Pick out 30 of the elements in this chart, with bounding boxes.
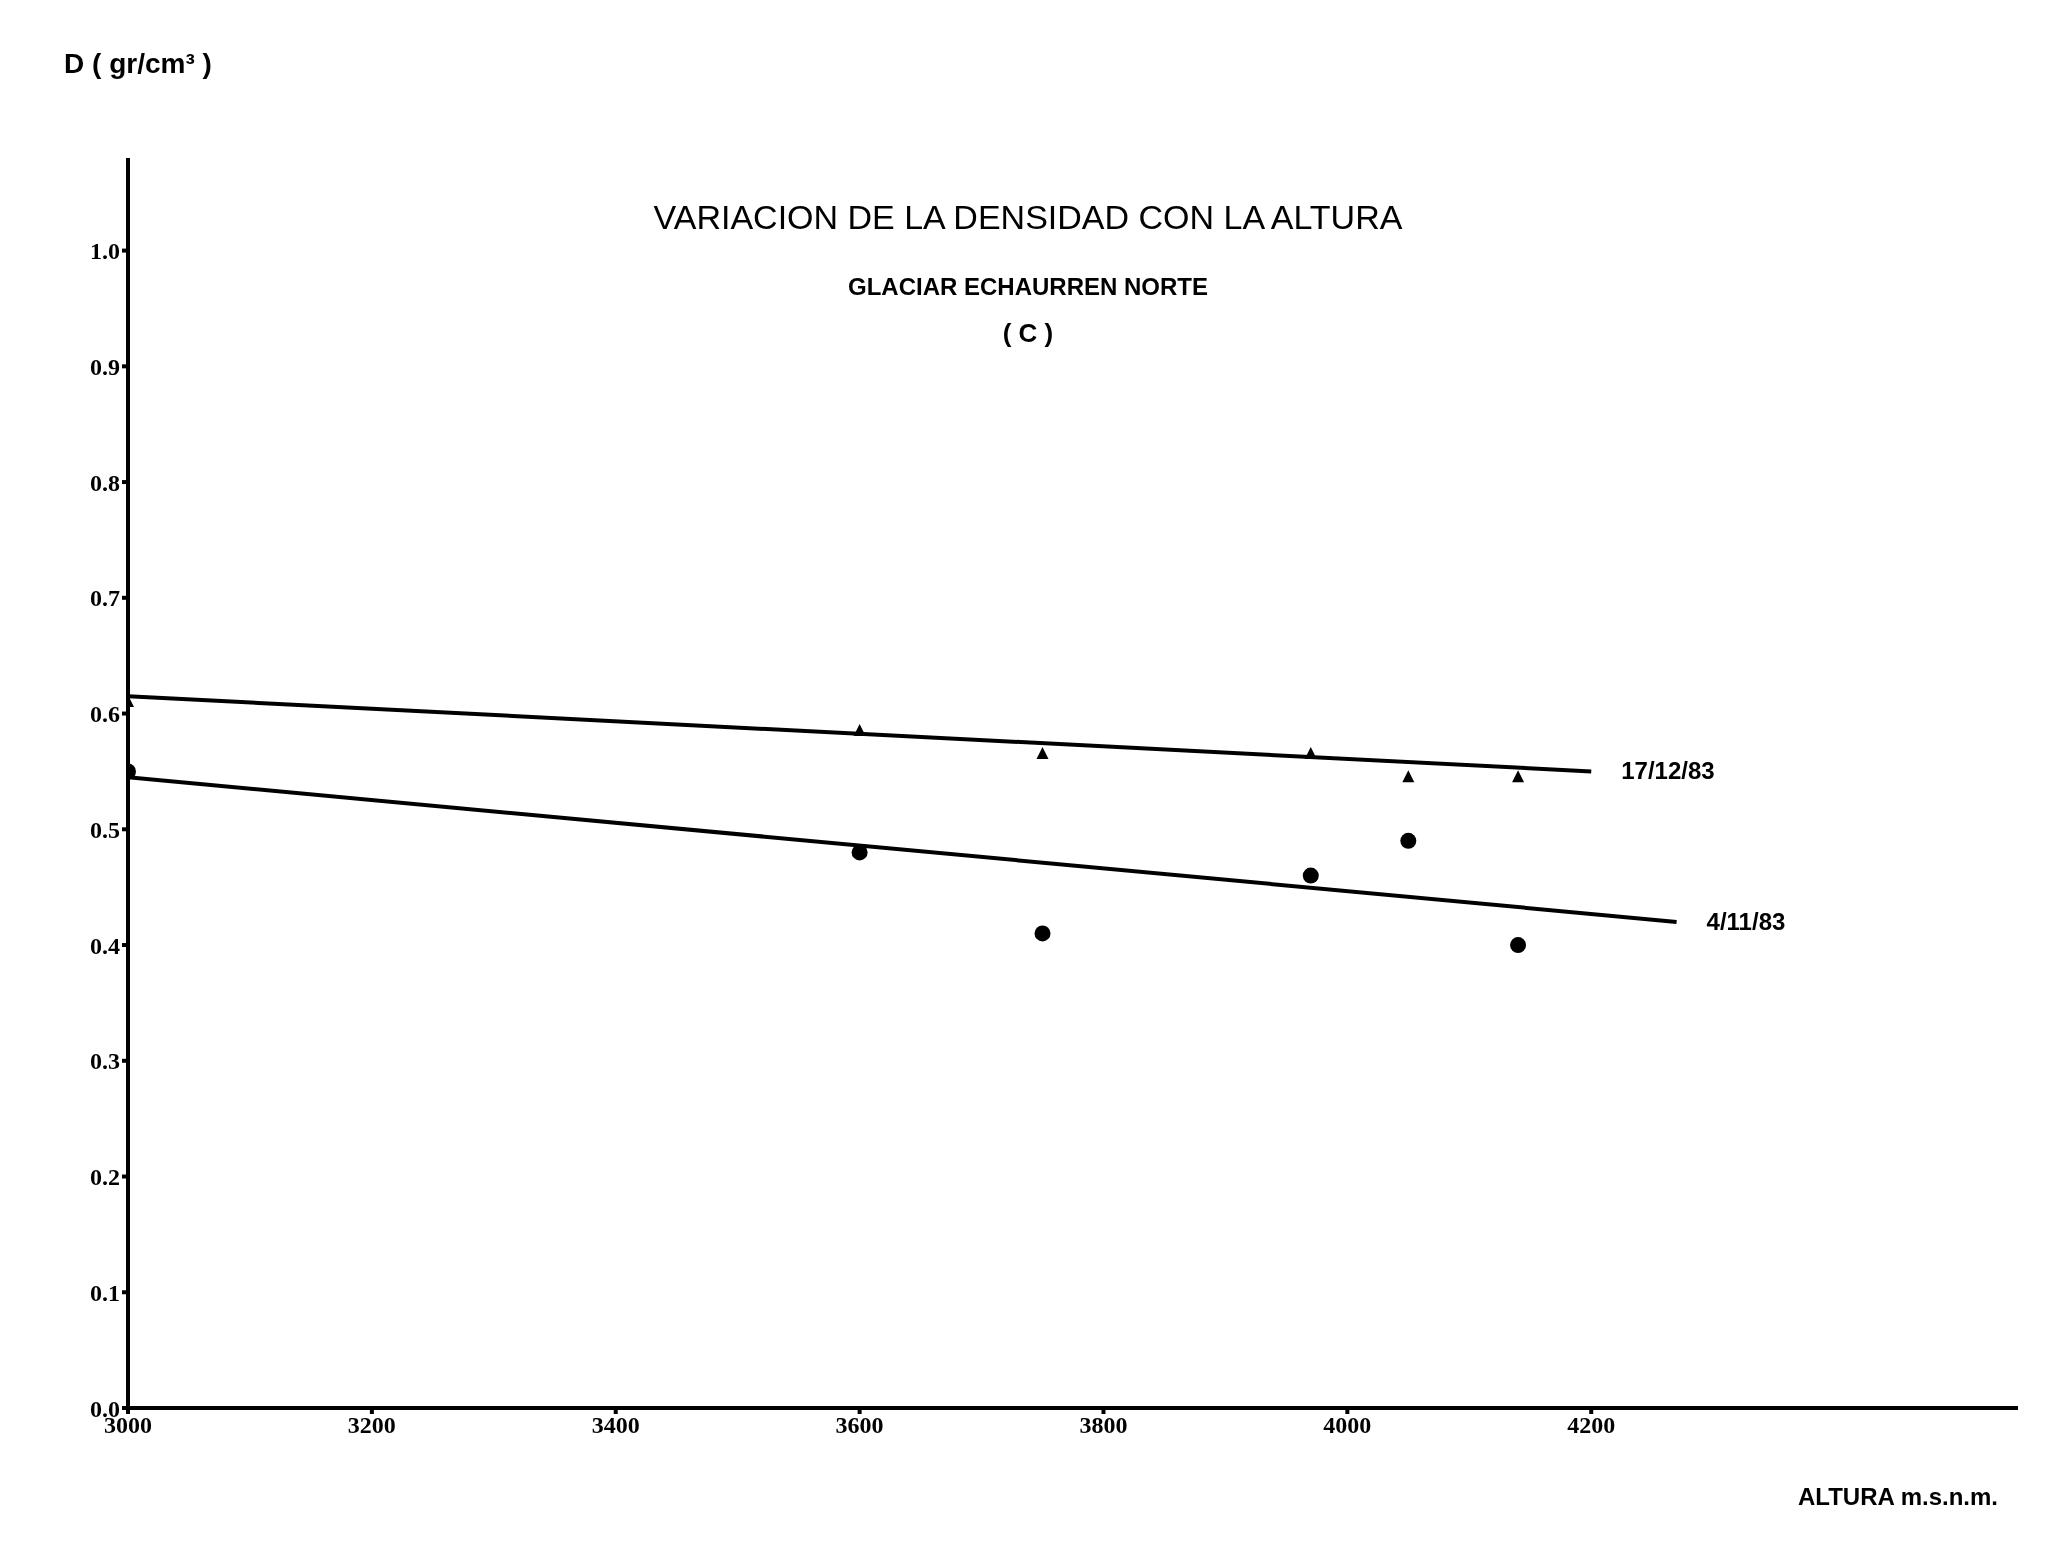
point [1510,937,1527,954]
y-tick-label: 0.7 [90,585,120,612]
y-tick-label: 0.5 [90,816,120,843]
point [1036,747,1049,760]
text: GLACIAR ECHAURREN NORTE [847,273,1209,301]
point [1402,770,1415,783]
series-label: 17/12/83 [1621,757,1715,785]
point [1400,832,1417,849]
y-tick-label: 0.8 [90,469,120,496]
x-tick-label: 3600 [835,1412,884,1439]
y-tick-label: 0.6 [90,701,120,728]
point [1512,770,1525,783]
x-axis-title: ALTURA m.s.n.m. [1798,1483,1999,1511]
x-tick-label: 3800 [1079,1412,1128,1439]
y-tick-label: 0.3 [90,1048,120,1075]
x-tick-label: 3200 [347,1412,396,1439]
y-axis-title: D ( gr/cm³ ) [63,48,213,80]
annotation: ( C ) [1001,318,1055,349]
x-tick-label: 4200 [1567,1412,1616,1439]
text: VARIACION DE LA DENSIDAD CON LA ALTURA [652,198,1404,237]
y-tick-label: 0.4 [90,932,120,959]
x-tick-label: 4000 [1323,1412,1372,1439]
y-tick-label: 0.2 [90,1164,120,1191]
y-tick-label: 1.0 [90,238,120,265]
series-label: 4/11/83 [1706,907,1786,935]
point [1302,867,1319,884]
x-tick-label: 3400 [591,1412,640,1439]
y-tick-label: 0.9 [90,353,120,380]
y-tick-label: 0.1 [90,1279,120,1306]
point [1034,925,1051,942]
